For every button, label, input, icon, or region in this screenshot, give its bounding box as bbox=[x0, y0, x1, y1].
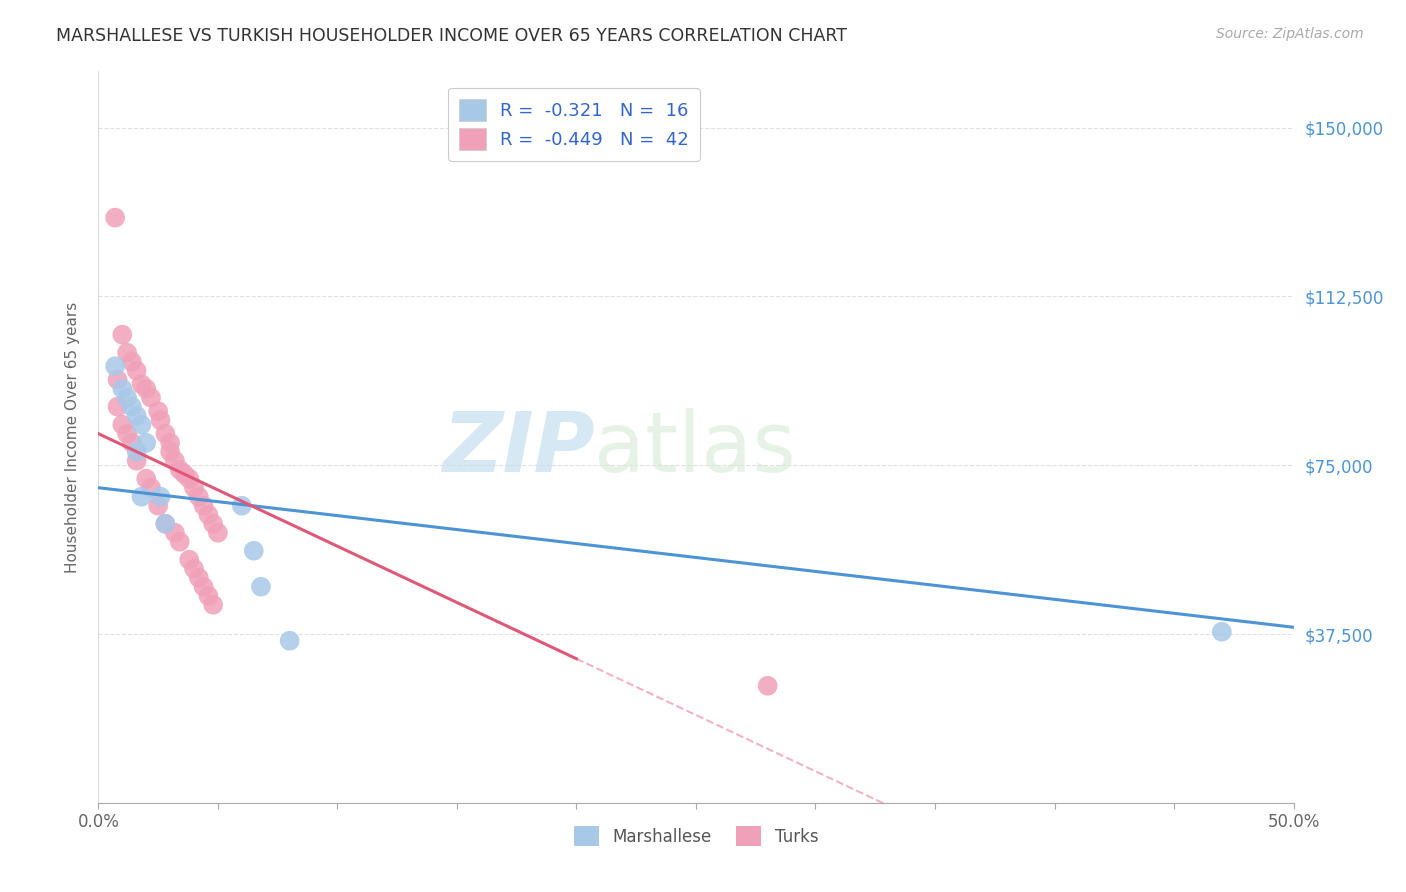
Point bbox=[278, 633, 301, 648]
Point bbox=[115, 391, 138, 405]
Point bbox=[756, 679, 779, 693]
Point bbox=[131, 490, 153, 504]
Point bbox=[193, 499, 215, 513]
Point bbox=[131, 417, 153, 432]
Point bbox=[139, 391, 162, 405]
Point bbox=[107, 400, 129, 414]
Point bbox=[149, 490, 172, 504]
Point bbox=[104, 211, 127, 225]
Point bbox=[121, 354, 143, 368]
Point bbox=[163, 453, 186, 467]
Text: ZIP: ZIP bbox=[441, 408, 595, 489]
Point bbox=[243, 543, 266, 558]
Point bbox=[148, 404, 170, 418]
Point bbox=[149, 413, 172, 427]
Point bbox=[131, 377, 153, 392]
Point bbox=[250, 580, 273, 594]
Point bbox=[169, 534, 191, 549]
Text: Source: ZipAtlas.com: Source: ZipAtlas.com bbox=[1216, 27, 1364, 41]
Point bbox=[187, 490, 209, 504]
Point bbox=[159, 444, 181, 458]
Text: atlas: atlas bbox=[595, 408, 796, 489]
Point bbox=[202, 516, 225, 531]
Point bbox=[125, 453, 148, 467]
Point bbox=[173, 467, 195, 482]
Point bbox=[183, 481, 205, 495]
Point bbox=[197, 508, 219, 522]
Point bbox=[183, 562, 205, 576]
Point bbox=[179, 472, 201, 486]
Point bbox=[125, 364, 148, 378]
Point bbox=[193, 580, 215, 594]
Point bbox=[111, 327, 134, 342]
Point bbox=[187, 571, 209, 585]
Point bbox=[148, 499, 170, 513]
Text: MARSHALLESE VS TURKISH HOUSEHOLDER INCOME OVER 65 YEARS CORRELATION CHART: MARSHALLESE VS TURKISH HOUSEHOLDER INCOM… bbox=[56, 27, 848, 45]
Point bbox=[135, 472, 157, 486]
Point bbox=[179, 553, 201, 567]
Point bbox=[169, 463, 191, 477]
Point bbox=[1211, 624, 1233, 639]
Point bbox=[135, 382, 157, 396]
Point bbox=[125, 444, 148, 458]
Point bbox=[107, 373, 129, 387]
Point bbox=[155, 426, 177, 441]
Point bbox=[111, 417, 134, 432]
Point bbox=[135, 435, 157, 450]
Point bbox=[121, 435, 143, 450]
Point bbox=[104, 359, 127, 374]
Point bbox=[231, 499, 253, 513]
Point bbox=[163, 525, 186, 540]
Point bbox=[202, 598, 225, 612]
Point bbox=[115, 426, 138, 441]
Point bbox=[121, 400, 143, 414]
Point bbox=[115, 345, 138, 359]
Point bbox=[125, 409, 148, 423]
Point bbox=[111, 382, 134, 396]
Legend: Marshallese, Turks: Marshallese, Turks bbox=[567, 820, 825, 853]
Point bbox=[155, 516, 177, 531]
Point bbox=[139, 481, 162, 495]
Point bbox=[155, 516, 177, 531]
Point bbox=[159, 435, 181, 450]
Point bbox=[207, 525, 229, 540]
Y-axis label: Householder Income Over 65 years: Householder Income Over 65 years bbox=[65, 301, 80, 573]
Point bbox=[197, 589, 219, 603]
